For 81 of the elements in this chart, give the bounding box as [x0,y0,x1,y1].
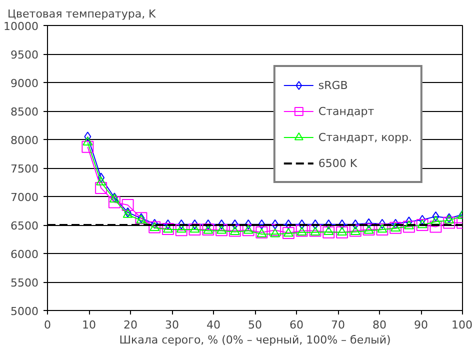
point [188,224,201,236]
point [432,211,440,222]
y-tick-label: 7500 [10,162,39,176]
point [178,219,185,230]
point [84,132,92,142]
y-axis-title: Цветовая температура, K [8,8,157,20]
point [402,220,415,233]
point [322,226,335,238]
point [96,176,106,186]
point [151,218,158,229]
point [135,212,148,224]
point [365,218,372,228]
y-tick-label: 7000 [10,191,39,204]
y-tick-label: 5500 [10,276,39,290]
x-tick-label: 80 [372,318,386,332]
y-tick-label: 6000 [10,248,39,261]
point [443,216,456,229]
point [338,219,346,230]
x-tick-label: 20 [124,318,138,332]
legend-label: Стандарт, корр. [318,130,412,144]
point [352,219,359,230]
x-tick-label: 60 [290,318,304,332]
point [175,224,188,236]
y-tick-label: 9000 [10,77,39,90]
point [284,219,292,230]
point [95,182,108,194]
point [312,219,319,230]
point [218,219,226,230]
point [108,196,120,208]
point [242,224,254,236]
point [430,220,442,233]
point [416,219,428,231]
legend-label: Стандарт [318,104,374,118]
x-tick-label: 100 [452,318,472,332]
point [258,219,266,230]
point [336,226,348,238]
point [298,219,306,230]
y-tick-label: 8500 [10,106,39,118]
point [378,218,386,229]
point [148,221,161,234]
point [377,224,388,233]
x-tick-label: 10 [82,318,96,332]
point [82,140,94,153]
point [204,219,212,230]
y-tick-label: 10000 [4,20,39,33]
point [418,214,426,225]
point [243,225,254,234]
point [164,219,172,230]
point [392,218,400,229]
x-axis-title: Шкала серого, % (0% – черный, 100% – белый) [119,334,391,346]
point [216,224,228,236]
x-tick-label: 30 [165,318,179,332]
legend-label: 6500 K [318,156,358,170]
point [244,219,252,230]
point [191,219,198,230]
x-tick-label: 90 [414,318,428,332]
point [270,228,280,238]
point [272,219,279,230]
point [122,199,134,212]
point [269,224,282,236]
x-tick-label: 0 [44,318,51,332]
point [231,219,238,230]
point [417,219,428,228]
point [325,219,332,230]
y-tick-label: 5000 [10,305,39,318]
point [430,216,441,225]
point [98,172,105,183]
point [324,226,334,235]
y-tick-label: 9500 [10,48,39,62]
y-tick-label: 6500 [10,220,39,232]
point [376,224,388,236]
point [82,136,93,146]
point [216,225,227,234]
x-tick-label: 50 [248,318,262,332]
point [337,226,348,236]
legend-label: sRGB [318,78,348,92]
x-tick-label: 70 [331,318,345,332]
x-tick-label: 40 [206,318,220,332]
point [150,222,160,231]
point [404,220,414,230]
y-tick-label: 8000 [10,134,39,147]
